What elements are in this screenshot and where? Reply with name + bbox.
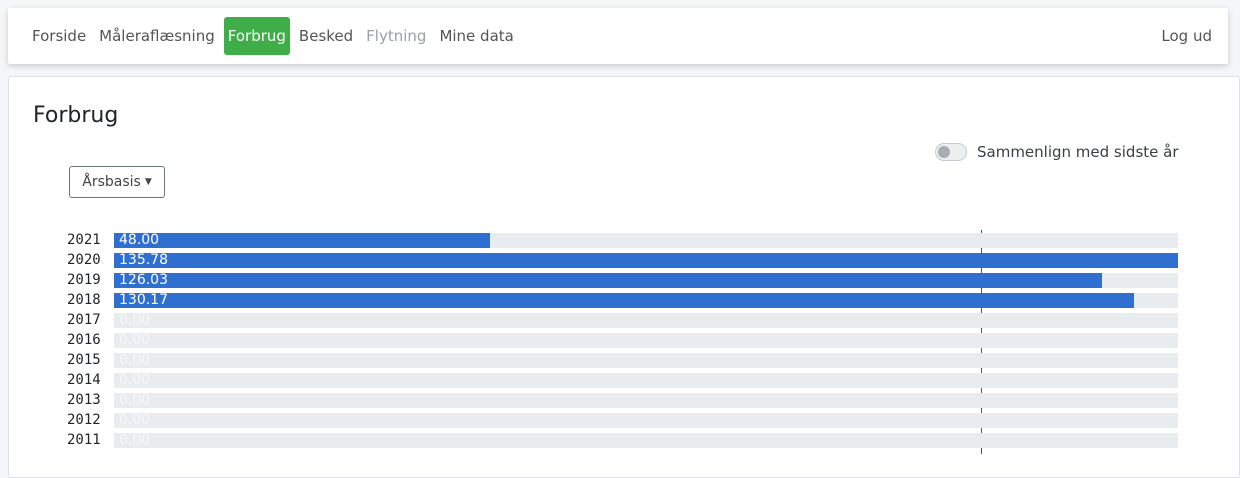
bar-value-label: 0.00 [119,352,151,368]
bar-row: 2017 0.00 [9,312,1239,329]
bar-row: 2021 48.00 [9,232,1239,249]
bar-row: 2020 135.78 [9,252,1239,269]
bar-track: 0.00 [114,313,1178,328]
bar-value-label: 0.00 [119,392,151,408]
year-label: 2019 [67,272,101,288]
bar-value-label: 0.00 [119,372,151,388]
bar-fill [114,253,1178,268]
year-label: 2016 [67,332,101,348]
year-label: 2020 [67,252,101,268]
compare-toggle-label: Sammenlign med sidste år [977,143,1179,161]
bar-row: 2013 0.00 [9,392,1239,409]
year-label: 2012 [67,412,101,428]
bar-value-label: 126.03 [119,272,168,288]
bar-track: 0.00 [114,333,1178,348]
bar-value-label: 0.00 [119,332,151,348]
compare-toggle[interactable] [935,143,967,161]
consumption-chart: 2021 48.00 2020 135.78 2019 126.03 2018 130.17 2… [9,77,1239,477]
bar-row: 2018 130.17 [9,292,1239,309]
bar-value-label: 48.00 [119,232,160,248]
bar-row: 2011 0.00 [9,432,1239,449]
bar-value-label: 0.00 [119,412,151,428]
bar-track: 0.00 [114,433,1178,448]
year-label: 2013 [67,392,101,408]
bar-fill [114,233,490,248]
bar-row: 2014 0.00 [9,372,1239,389]
caret-down-icon: ▼ [144,177,152,187]
bar-fill [114,273,1102,288]
bar-row: 2016 0.00 [9,332,1239,349]
nav-item-forside[interactable]: Forside [32,27,87,45]
toggle-knob [938,146,950,158]
year-label: 2017 [67,312,101,328]
bar-track: 126.03 [114,273,1178,288]
nav-item-flytning: Flytning [366,27,427,45]
nav-menu: Forside Måleraflæsning Forbrug Besked Flytni… [28,17,523,55]
bar-track: 0.00 [114,413,1178,428]
bar-row: 2019 126.03 [9,272,1239,289]
bar-track: 0.00 [114,353,1178,368]
bar-track: 0.00 [114,373,1178,388]
content-card: Forbrug Sammenlign med sidste år Årsbasi… [8,76,1240,478]
top-navbar: Forside Måleraflæsning Forbrug Besked Flytni… [8,8,1228,64]
bar-value-label: 0.00 [119,312,151,328]
logout-link[interactable]: Log ud [1161,27,1212,45]
nav-item-besked[interactable]: Besked [298,27,354,45]
bar-track: 0.00 [114,393,1178,408]
nav-item-forbrug[interactable]: Forbrug [223,17,290,55]
page-title: Forbrug [33,103,119,128]
bar-track: 135.78 [114,253,1178,268]
nav-item-mine-data[interactable]: Mine data [439,27,514,45]
year-label: 2015 [67,352,101,368]
period-dropdown-value: Årsbasis [82,174,141,190]
bar-row: 2015 0.00 [9,352,1239,369]
bar-track: 48.00 [114,233,1178,248]
year-label: 2011 [67,432,101,448]
compare-toggle-wrapper: Sammenlign med sidste år [935,143,1179,161]
year-label: 2014 [67,372,101,388]
year-label: 2018 [67,292,101,308]
bar-value-label: 130.17 [119,292,168,308]
year-label: 2021 [67,232,101,248]
bar-value-label: 135.78 [119,252,168,268]
bar-value-label: 0.00 [119,432,151,448]
bar-track: 130.17 [114,293,1178,308]
bar-row: 2012 0.00 [9,412,1239,429]
bar-fill [114,293,1134,308]
period-dropdown[interactable]: Årsbasis ▼ [69,166,165,198]
nav-item-måleraflæsning[interactable]: Måleraflæsning [99,27,215,45]
